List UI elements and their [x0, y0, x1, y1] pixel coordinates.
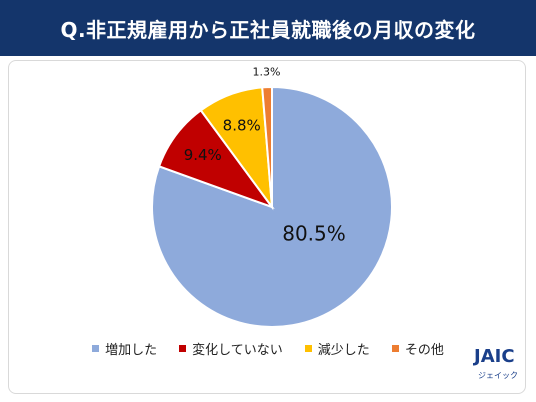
data-label-other: 1.3% — [253, 66, 281, 79]
chart-title: Q.非正規雇用から正社員就職後の月収の変化 — [60, 17, 476, 42]
chart-legend: 増加した 変化していない 減少した その他 — [0, 339, 536, 358]
legend-item-unchanged: 変化していない — [179, 339, 283, 358]
legend-swatch-increased — [92, 345, 100, 352]
logo-wordmark: JAIC — [474, 346, 515, 367]
data-label-decreased: 8.8% — [223, 117, 261, 135]
legend-item-increased: 増加した — [92, 339, 157, 358]
legend-label-unchanged: 変化していない — [192, 343, 283, 358]
company-logo: JAIC ジェイック — [468, 346, 528, 390]
legend-label-decreased: 減少した — [317, 343, 370, 358]
legend-label-other: その他 — [404, 343, 444, 358]
title-banner: Q.非正規雇用から正社員就職後の月収の変化 — [0, 0, 536, 56]
legend-item-decreased: 減少した — [304, 339, 370, 358]
data-label-increased: 80.5% — [282, 222, 346, 246]
legend-label-increased: 増加した — [105, 343, 158, 358]
legend-item-other: その他 — [391, 339, 444, 358]
logo-subtext: ジェイック — [478, 371, 518, 380]
pie-slice-other — [261, 85, 273, 208]
data-label-unchanged: 9.4% — [184, 146, 222, 164]
legend-swatch-decreased — [304, 345, 312, 352]
legend-swatch-other — [391, 345, 399, 352]
legend-swatch-unchanged — [179, 345, 187, 352]
